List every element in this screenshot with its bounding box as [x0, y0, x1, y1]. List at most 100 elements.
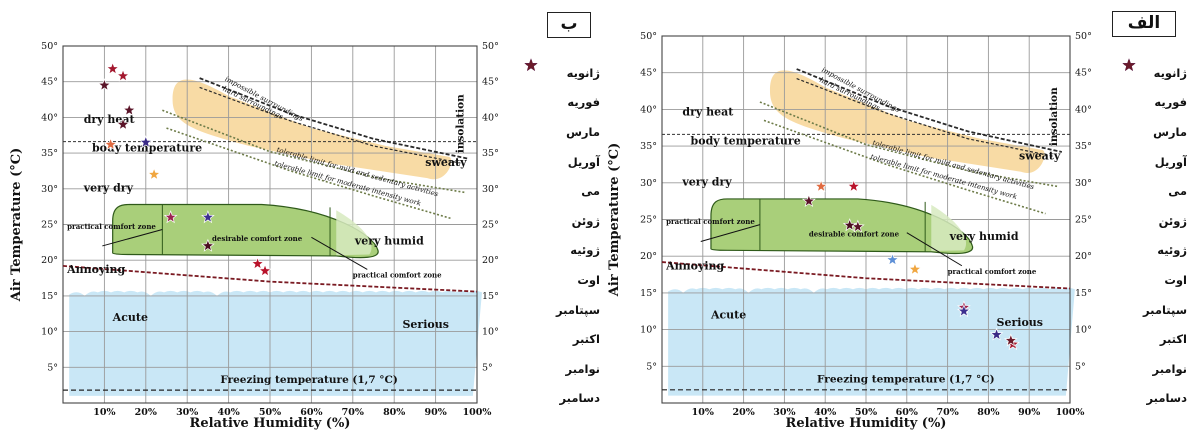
legend-item: فوریه	[1112, 58, 1187, 118]
plot-frame	[62, 45, 478, 404]
practical-comfort-extension	[931, 204, 967, 252]
y-tick-label-left: 15°	[41, 291, 58, 302]
pointer-left	[102, 229, 163, 247]
legend-label: مارس	[1153, 124, 1187, 139]
practical-comfort-extension	[336, 210, 372, 256]
legend-item: ژوئن	[1112, 58, 1187, 236]
y-tick-label-left: 10°	[640, 325, 657, 336]
legend-item: دسامبر	[1112, 58, 1187, 414]
legend-item: سپتامبر	[1112, 58, 1187, 325]
label-annoying: Annoying	[665, 259, 724, 272]
legend-item: آوریل	[514, 58, 600, 177]
legend-label: فوریه	[1154, 95, 1187, 110]
hard-line	[796, 78, 1054, 157]
data-point-star	[163, 210, 178, 224]
month-legend-b: ژانویه فوریه مارس آوریل می ژوئن ژوئیه اوت سپتامب…	[514, 58, 600, 413]
legend-label: اوت	[577, 272, 600, 287]
hard-line	[199, 86, 461, 164]
x-tick-label: 30%	[176, 407, 198, 418]
data-point-star	[258, 263, 272, 277]
label-practical-comfort-right: practical comfort zone	[353, 270, 442, 279]
panel-label-a: الف	[1112, 11, 1176, 37]
data-point-star	[957, 304, 971, 318]
tolerable-moderate-line	[166, 127, 453, 220]
legend-item: ژوئیه	[514, 58, 600, 266]
legend-item: آوریل	[1112, 58, 1187, 177]
x-tick-label: 60%	[896, 407, 918, 418]
legend-star-shape	[1122, 58, 1136, 71]
x-tick-label: 100%	[1056, 407, 1085, 418]
legend-label: اکتبر	[572, 332, 600, 347]
legend-item: می	[514, 58, 600, 206]
label-freezing: Freezing temperature (1,7 °C)	[817, 373, 995, 385]
label-insolation: insolation	[455, 94, 467, 153]
y-tick-label-right: 15°	[1075, 288, 1092, 299]
x-tick-label: 40%	[814, 407, 836, 418]
y-tick-label-right: 45°	[482, 77, 499, 88]
y-tick-label-right: 30°	[1075, 178, 1092, 189]
y-axis-title: Air Temperature (°C)	[607, 143, 622, 298]
x-tick-label: 50%	[259, 407, 281, 418]
label-practical-comfort-left: practical comfort zone	[67, 222, 156, 231]
x-tick-label: 80%	[977, 407, 999, 418]
legend-label: نوامبر	[565, 361, 600, 376]
y-tick-label-left: 20°	[41, 255, 58, 266]
legend-label: مارس	[566, 124, 600, 139]
label-desirable-comfort: desirable comfort zone	[212, 234, 303, 243]
data-point-star	[846, 179, 861, 193]
legend-item: اوت	[514, 58, 600, 295]
legend-label: ژوئیه	[1157, 243, 1187, 258]
legend-label: اکتبر	[1159, 332, 1187, 347]
comfort-zone	[112, 203, 379, 259]
tolerable-moderate-line	[763, 119, 1046, 215]
x-tick-label: 30%	[773, 407, 795, 418]
y-tick-label-left: 45°	[41, 77, 58, 88]
data-point-star	[250, 256, 265, 270]
legend-item: اکتبر	[514, 58, 600, 354]
y-tick-label-right: 50°	[482, 41, 499, 52]
label-very-dry: very dry	[681, 176, 732, 189]
month-legend-a: ژانویه فوریه مارس آوریل می ژوئن ژوئیه اوت سپتامب…	[1112, 58, 1187, 413]
y-tick-label-right: 5°	[1075, 361, 1086, 372]
data-point-star	[147, 167, 161, 181]
legend-item: اکتبر	[1112, 58, 1187, 354]
y-tick-label-right: 25°	[482, 220, 499, 231]
data-point-star	[1003, 333, 1018, 347]
chart-panel-b: dry heat body temperature very dry very hum…	[9, 12, 600, 430]
legend-label: آوریل	[1154, 154, 1187, 169]
tolerable-mild-line	[759, 101, 1058, 188]
legend-item: فوریه	[514, 58, 600, 118]
legend-item: ژوئیه	[1112, 58, 1187, 266]
impossible-line	[796, 68, 1063, 153]
label-acute: Acute	[112, 311, 148, 324]
label-practical-comfort-right: practical comfort zone	[948, 267, 1037, 276]
legend-item: دسامبر	[514, 58, 600, 414]
x-tick-label: 70%	[342, 407, 364, 418]
x-tick-label: 40%	[217, 407, 239, 418]
chart-a-svg: dry heat body temperature very dry very hum…	[607, 31, 1092, 430]
y-tick-label-right: 45°	[1075, 68, 1092, 79]
label-annoying: Annoying	[66, 263, 125, 276]
x-tick-label: 20%	[732, 407, 754, 418]
annoying-line	[62, 265, 478, 293]
y-tick-label-left: 50°	[41, 41, 58, 52]
label-body-temperature: body temperature	[691, 135, 801, 148]
pointer-left	[700, 224, 761, 243]
x-tick-label: 50%	[855, 407, 877, 418]
y-tick-label-right: 20°	[1075, 251, 1092, 262]
pointer-right	[906, 232, 963, 267]
legend-item: اوت	[1112, 58, 1187, 295]
legend-label: ژوئن	[571, 213, 600, 228]
legend-label: ژوئیه	[570, 243, 600, 258]
label-acute: Acute	[710, 309, 746, 322]
legend-label: می	[581, 184, 600, 199]
label-desirable-comfort: desirable comfort zone	[809, 229, 900, 238]
data-point-star	[122, 103, 137, 117]
y-tick-label-left: 15°	[640, 288, 657, 299]
y-tick-label-left: 30°	[41, 184, 58, 195]
y-tick-label-left: 40°	[640, 104, 657, 115]
label-serious: Serious	[402, 318, 448, 331]
data-point-star	[802, 193, 816, 207]
data-point-star	[201, 210, 215, 224]
x-tick-label: 20%	[135, 407, 157, 418]
